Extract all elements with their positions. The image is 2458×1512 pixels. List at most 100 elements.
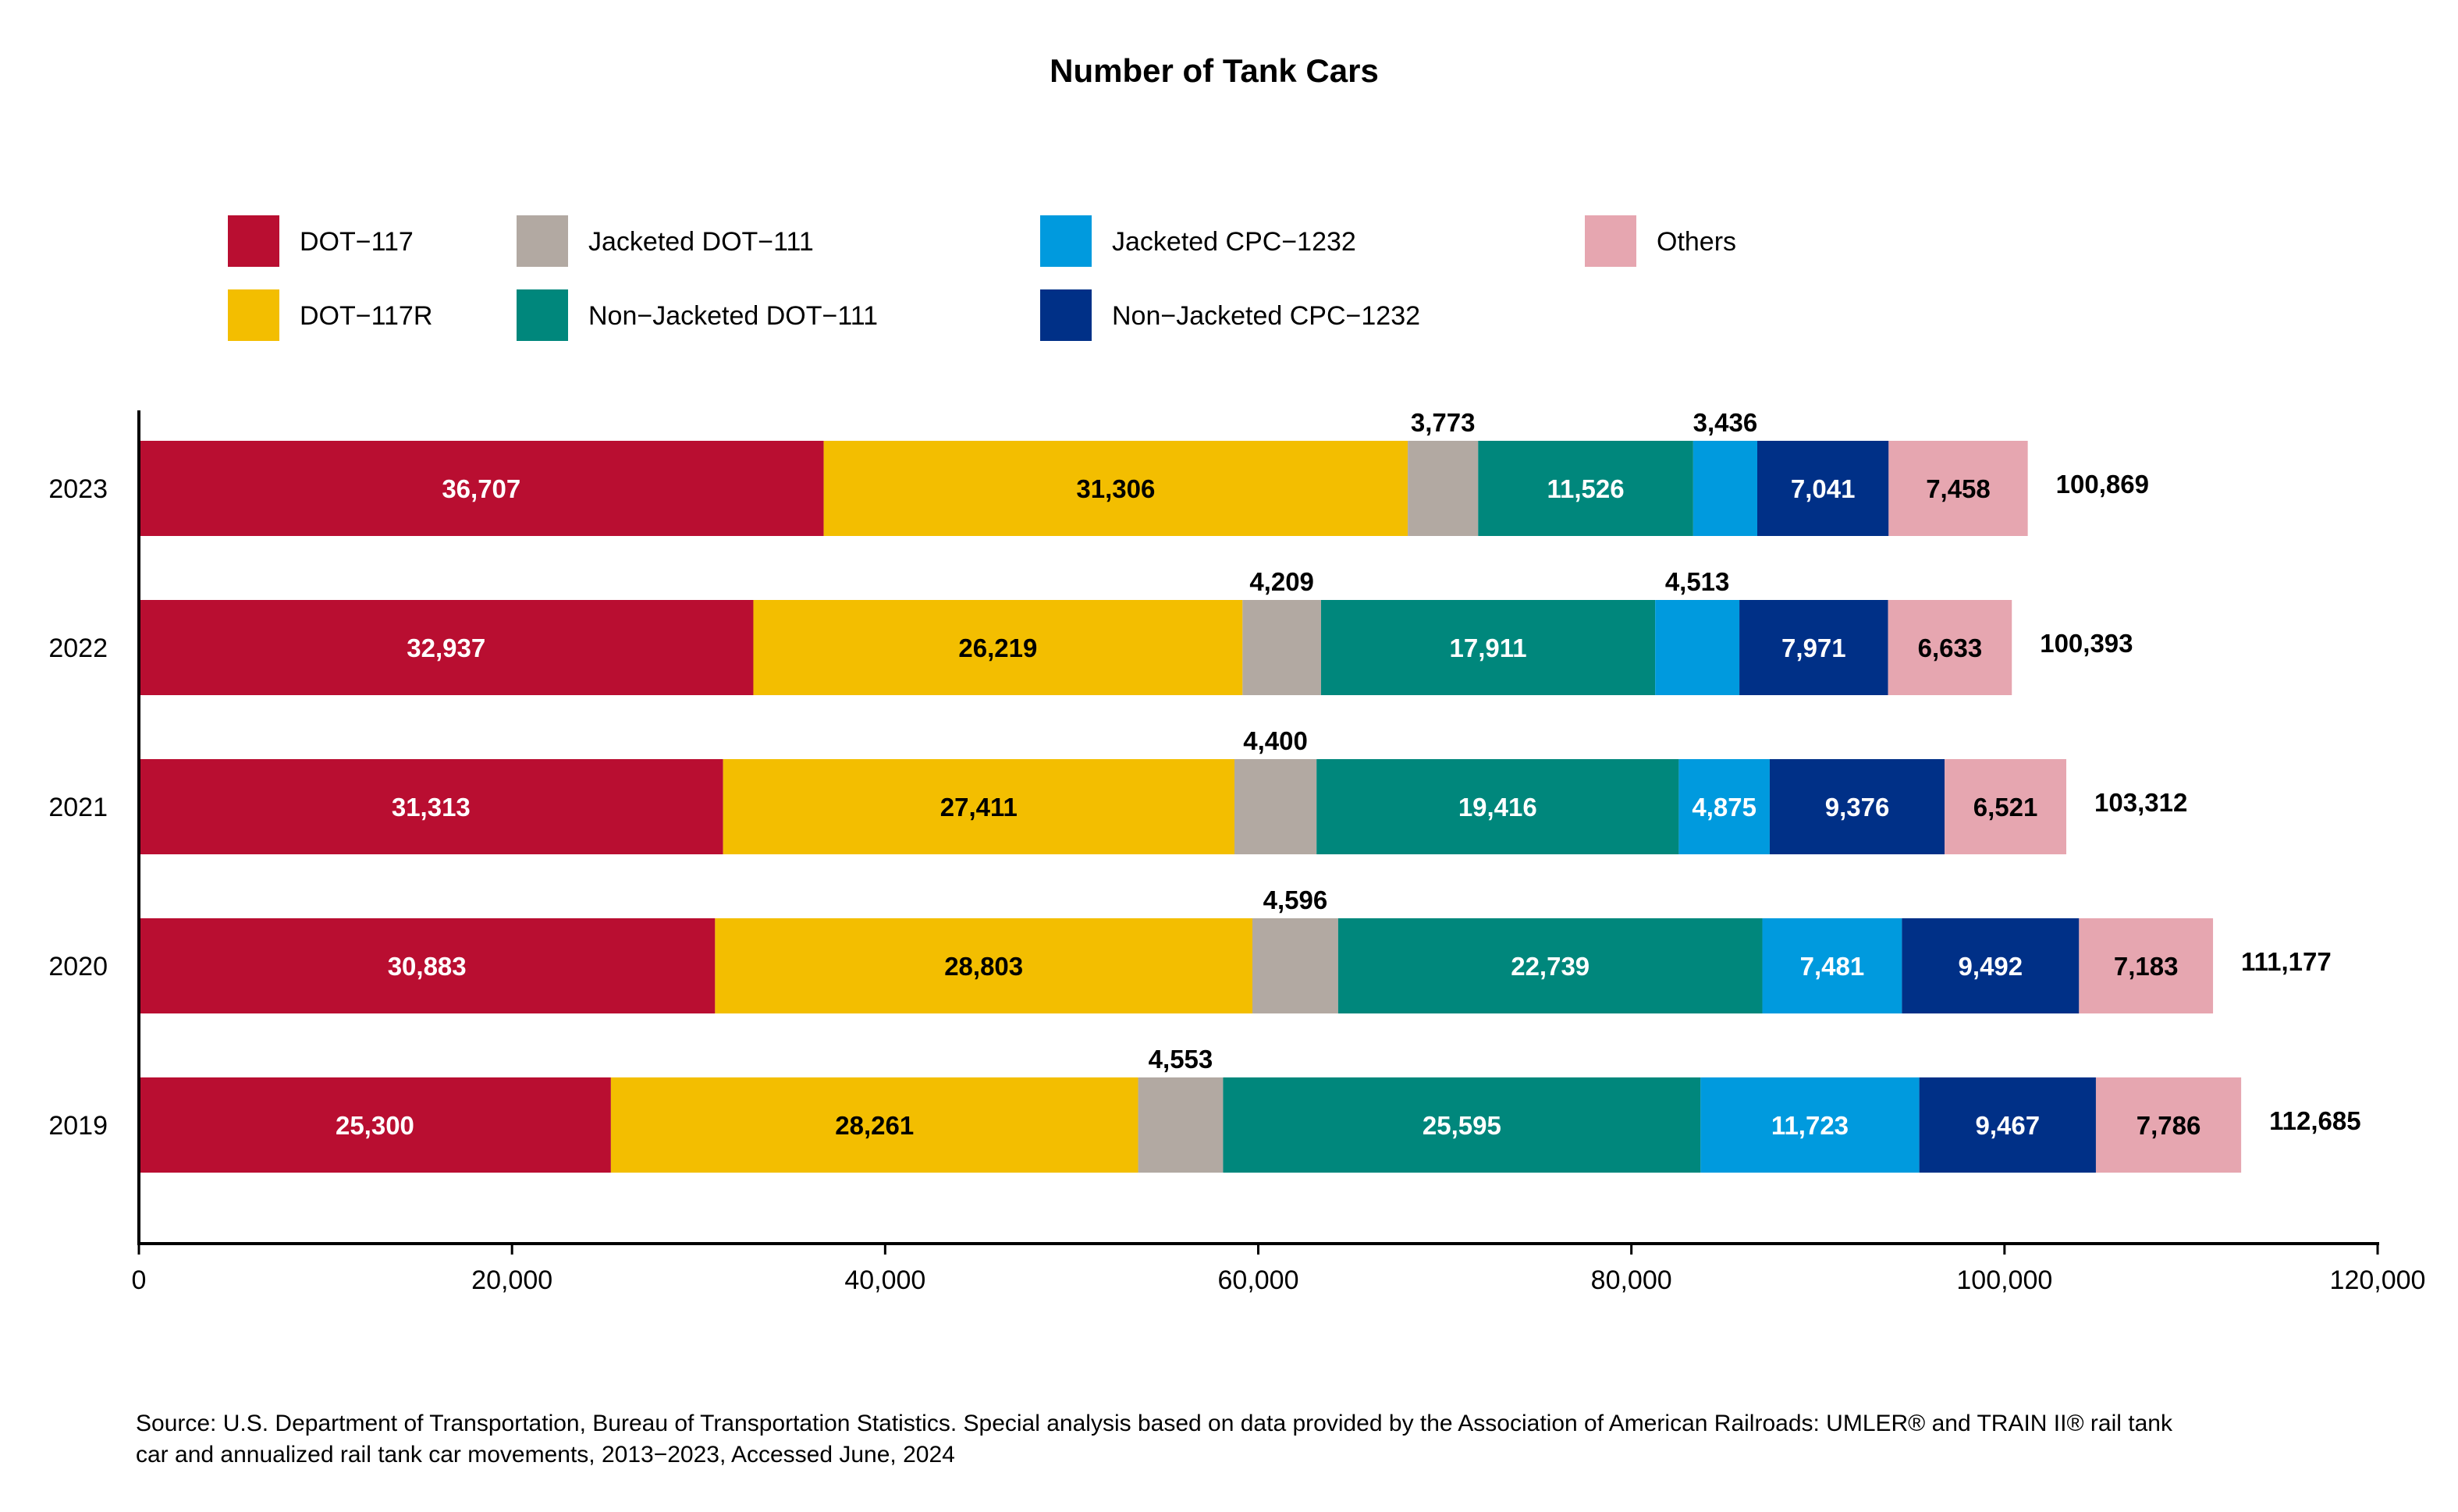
bar-value-label: 32,937 (407, 634, 485, 662)
bar-value-label: 9,492 (1959, 952, 2023, 981)
bar-value-label: 17,911 (1450, 634, 1527, 662)
bar-segment (1693, 441, 1757, 536)
legend-label: Jacketed CPC−1232 (1112, 227, 1356, 257)
x-tick-label: 40,000 (844, 1265, 925, 1295)
bar-segment (1678, 759, 1770, 854)
bar-total-label: 100,393 (2040, 629, 2133, 658)
bar-value-label: 4,209 (1249, 567, 1314, 596)
bar-segment (1320, 600, 1656, 695)
legend-swatch (228, 215, 279, 267)
bar-value-label: 11,526 (1547, 474, 1625, 503)
bar-segment (2079, 918, 2214, 1013)
bar-segment (139, 759, 723, 854)
y-category-label: 2023 (48, 474, 108, 504)
bar-value-label: 7,183 (2114, 952, 2179, 981)
bars-group: 36,707 31,306 3,773 11,526 3,436 7,041 7,458 10… (139, 408, 2361, 1173)
legend-swatch (1040, 289, 1092, 341)
bar-value-label: 28,261 (835, 1111, 914, 1140)
x-tick-label: 100,000 (1956, 1265, 2052, 1295)
x-tick-label: 80,000 (1591, 1265, 1672, 1295)
legend-swatch (1585, 215, 1636, 267)
bar-segment (1888, 441, 2028, 536)
y-category-label: 2022 (48, 634, 108, 663)
bar-segment (1223, 1077, 1701, 1173)
axes-group: 0 20,000 40,000 60,000 80,000 100,000 120,000 2… (48, 410, 2425, 1295)
bar-segment (1700, 1077, 1920, 1173)
bar-segment (753, 600, 1243, 695)
bar-segment (139, 918, 716, 1013)
legend-label: Non−Jacketed CPC−1232 (1112, 301, 1420, 331)
bar-value-label: 25,300 (336, 1111, 414, 1140)
bar-value-label: 27,411 (940, 793, 1018, 822)
legend-label: DOT−117 (300, 227, 414, 257)
x-tick-label: 20,000 (471, 1265, 552, 1295)
bar-segment (1242, 600, 1321, 695)
y-category-label: 2021 (48, 793, 108, 822)
y-category-label: 2019 (48, 1111, 108, 1141)
bar-segment (1757, 441, 1889, 536)
legend-swatch (228, 289, 279, 341)
bar-segment (1945, 759, 2067, 854)
bar-value-label: 11,723 (1771, 1111, 1849, 1140)
bar-segment (1762, 918, 1902, 1013)
bar-segment (139, 1077, 611, 1173)
bar-value-label: 4,875 (1692, 793, 1756, 822)
source-note-line-2: car and annualized rail tank car movemen… (136, 1442, 955, 1468)
bar-segment (2095, 1077, 2242, 1173)
bar-segment (1252, 918, 1338, 1013)
legend-label: Others (1657, 227, 1736, 257)
bar-value-label: 31,306 (1076, 474, 1155, 503)
x-tick-label: 120,000 (2330, 1265, 2426, 1295)
bar-value-label: 26,219 (958, 634, 1037, 662)
bar-segment (1138, 1077, 1224, 1173)
bar-value-label: 4,596 (1263, 886, 1328, 914)
bar-value-label: 9,376 (1825, 793, 1890, 822)
legend-label: DOT−117R (300, 301, 432, 331)
bar-segment (1919, 1077, 2096, 1173)
y-category-label: 2020 (48, 952, 108, 981)
bar-value-label: 19,416 (1458, 793, 1537, 822)
bar-segment (1316, 759, 1679, 854)
bar-value-label: 3,773 (1411, 408, 1476, 437)
bar-segment (1337, 918, 1763, 1013)
legend-swatch (517, 215, 568, 267)
bar-segment (1902, 918, 2080, 1013)
bar-segment (1769, 759, 1945, 854)
bar-segment (715, 918, 1252, 1013)
legend-swatch (1040, 215, 1092, 267)
bar-value-label: 7,481 (1800, 952, 1865, 981)
bar-value-label: 36,707 (442, 474, 520, 503)
bar-segment (139, 441, 824, 536)
bar-value-label: 6,633 (1918, 634, 1983, 662)
bar-segment (823, 441, 1408, 536)
legend: DOT−117 DOT−117R Jacketed DOT−111 Non−Jacke… (228, 215, 1736, 341)
bar-segment (610, 1077, 1138, 1173)
bar-value-label: 7,971 (1781, 634, 1846, 662)
legend-label: Non−Jacketed DOT−111 (588, 301, 878, 331)
chart-title: Number of Tank Cars (1050, 52, 1379, 89)
bar-total-label: 103,312 (2094, 788, 2187, 817)
bar-value-label: 25,595 (1423, 1111, 1501, 1140)
bar-total-label: 112,685 (2269, 1106, 2360, 1135)
bar-value-label: 7,041 (1791, 474, 1856, 503)
bar-value-label: 9,467 (1975, 1111, 2040, 1140)
bar-value-label: 22,739 (1511, 952, 1590, 981)
x-tick-label: 0 (132, 1265, 147, 1295)
legend-label: Jacketed DOT−111 (588, 227, 814, 257)
legend-swatch (517, 289, 568, 341)
bar-segment (1234, 759, 1317, 854)
bar-segment (1655, 600, 1740, 695)
bar-segment (1888, 600, 2012, 695)
bar-value-label: 4,553 (1149, 1045, 1213, 1074)
bar-value-label: 6,521 (1973, 793, 2038, 822)
bar-value-label: 31,313 (392, 793, 471, 822)
bar-value-label: 4,400 (1243, 726, 1308, 755)
bar-value-label: 28,803 (944, 952, 1023, 981)
bar-value-label: 7,786 (2137, 1111, 2201, 1140)
bar-value-label: 7,458 (1926, 474, 1991, 503)
source-note-line-1: Source: U.S. Department of Transportatio… (136, 1411, 2173, 1436)
bar-total-label: 100,869 (2056, 470, 2149, 499)
bar-total-label: 111,177 (2241, 947, 2332, 976)
